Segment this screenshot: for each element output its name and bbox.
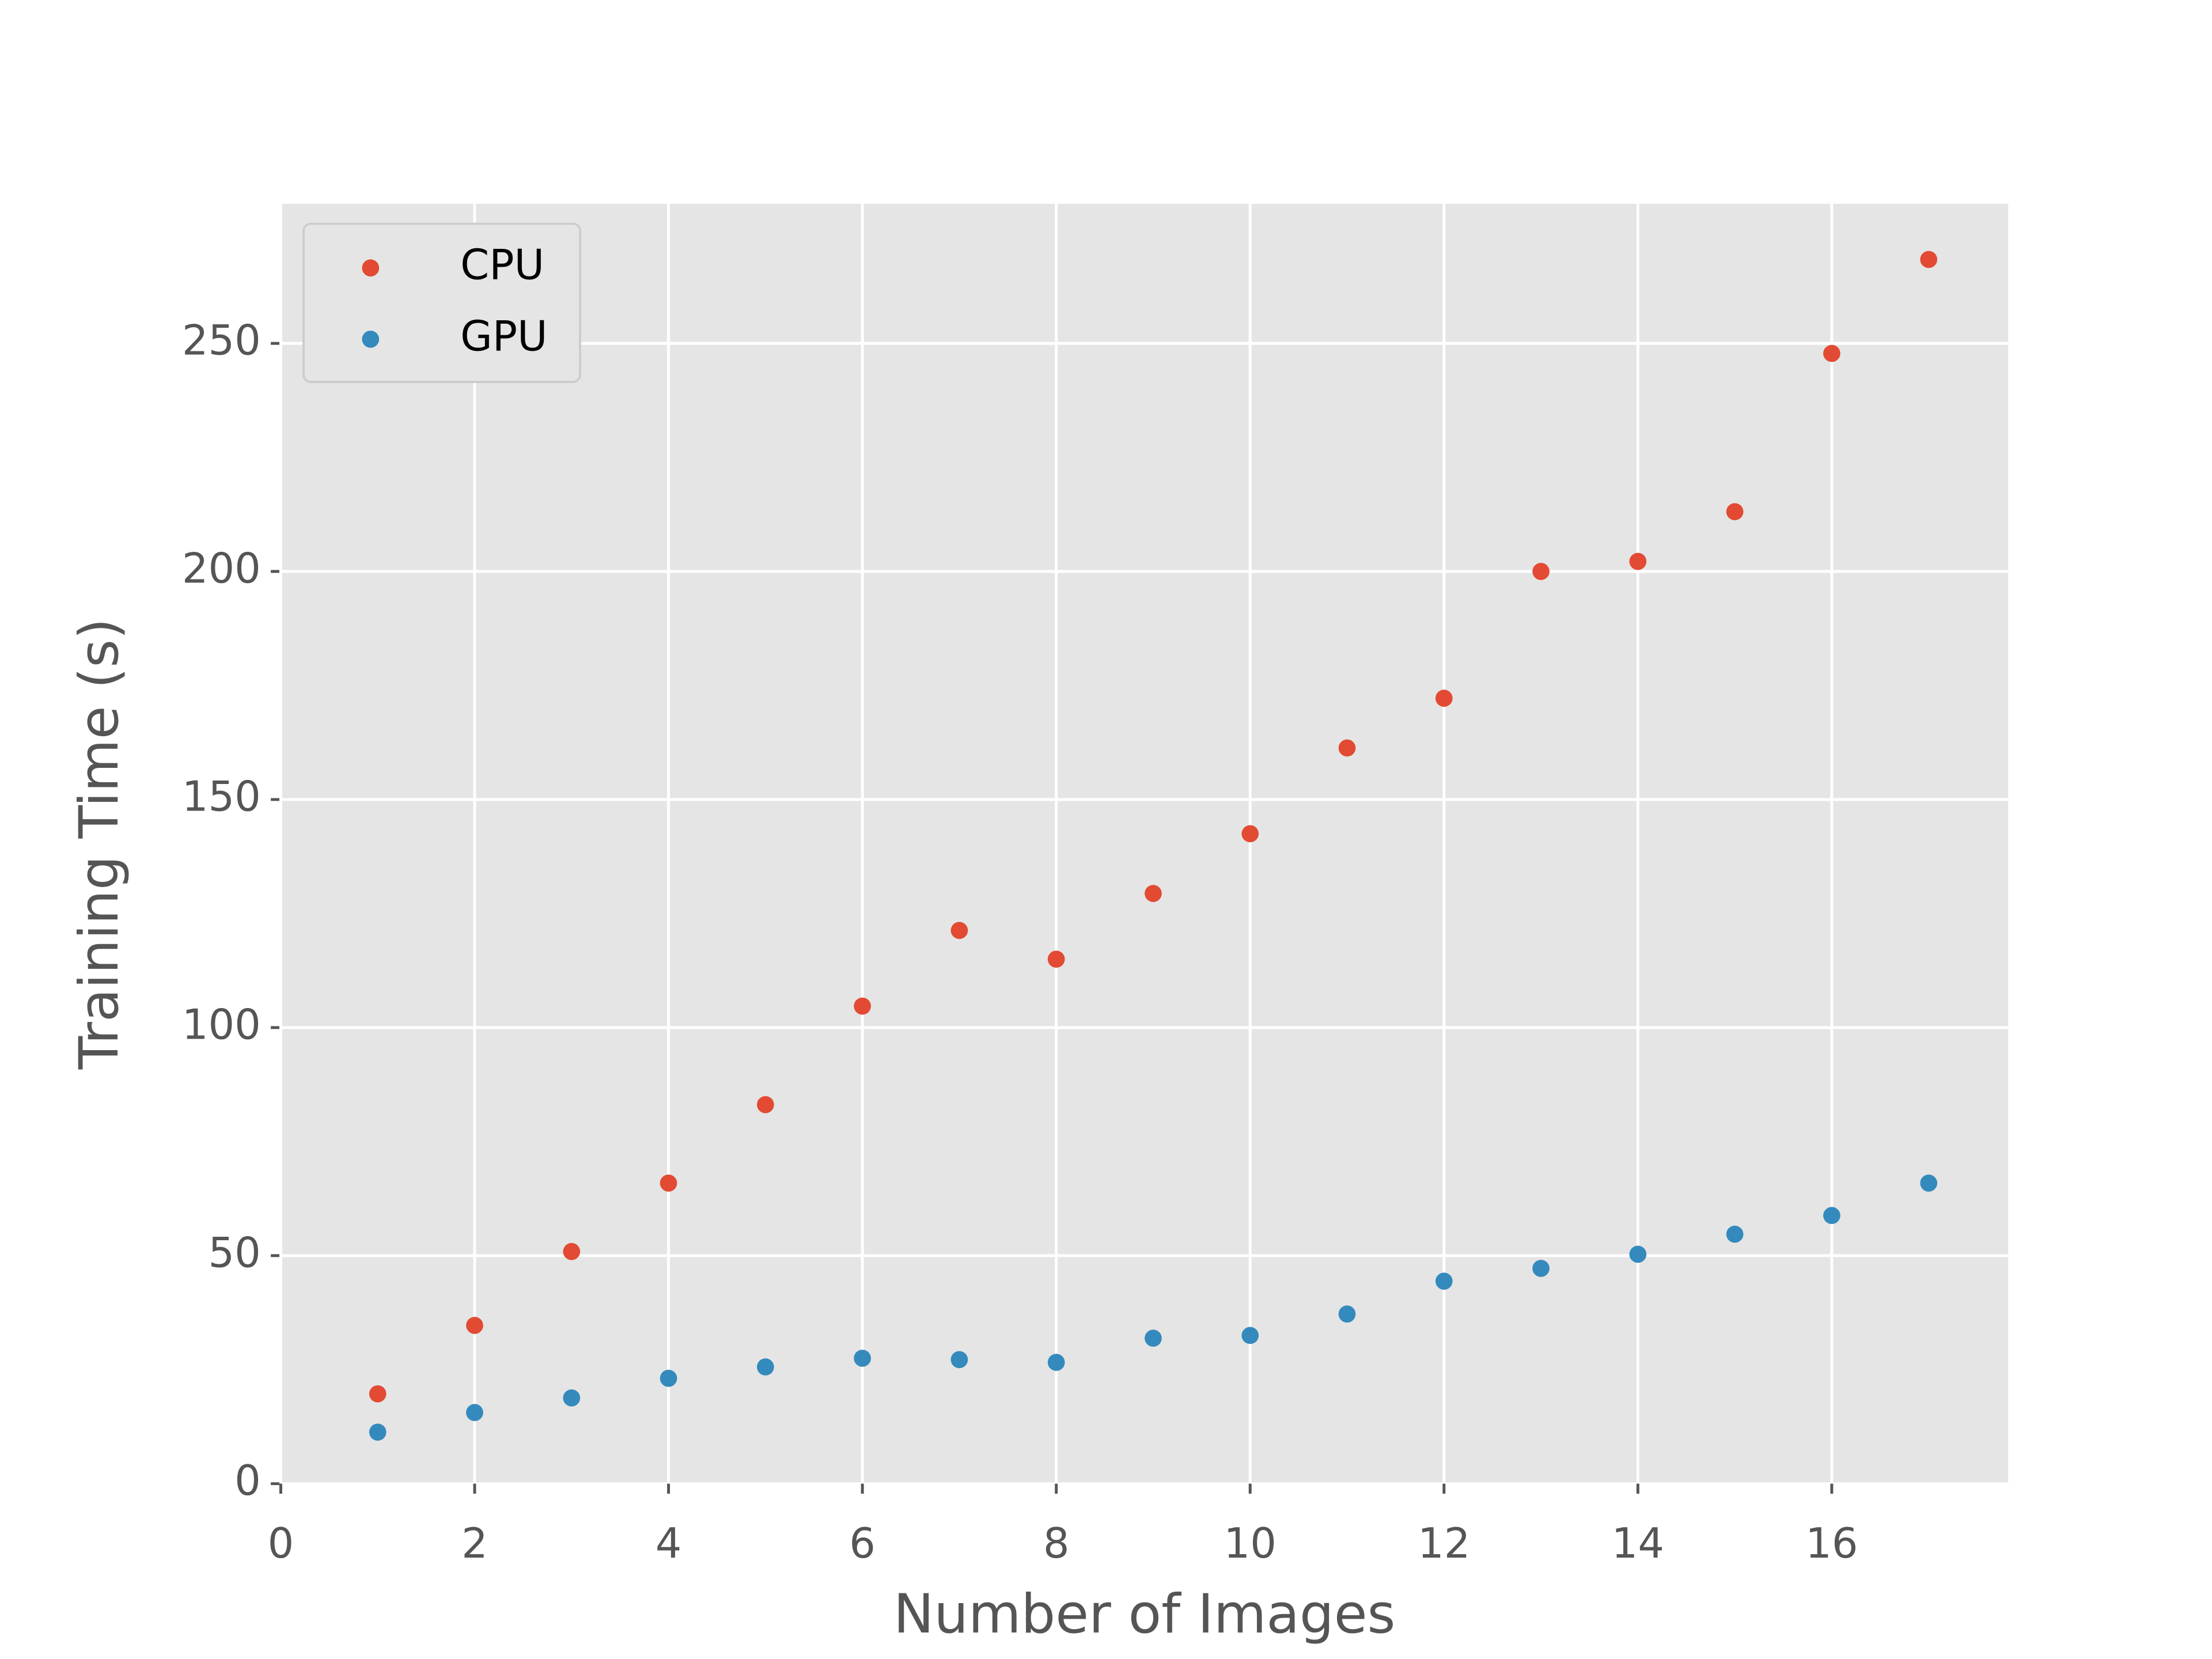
y-tick-label: 50: [208, 1228, 260, 1277]
point: [1338, 1305, 1356, 1323]
point: [1920, 1175, 1938, 1192]
point: [1145, 1330, 1162, 1347]
point: [660, 1175, 677, 1192]
point: [1435, 690, 1453, 707]
x-tick-label: 16: [1805, 1519, 1858, 1567]
point: [1047, 1354, 1065, 1371]
point: [1435, 1272, 1453, 1290]
x-tick-label: 8: [1043, 1519, 1070, 1567]
point: [950, 922, 968, 940]
point: [1823, 1207, 1840, 1224]
y-tick-label: 250: [182, 316, 261, 365]
y-tick-label: 150: [182, 772, 261, 820]
point: [1241, 1327, 1259, 1344]
point: [563, 1243, 581, 1260]
legend-label: GPU: [460, 312, 547, 360]
point: [1532, 563, 1550, 580]
legend-label: CPU: [460, 241, 544, 289]
x-tick-label: 2: [461, 1519, 488, 1567]
point: [660, 1369, 677, 1387]
y-tick-label: 100: [182, 1000, 261, 1048]
point: [1726, 503, 1744, 521]
point: [1629, 552, 1647, 570]
x-tick-label: 0: [268, 1519, 294, 1567]
point: [1726, 1225, 1744, 1243]
point: [1629, 1245, 1647, 1263]
point: [1532, 1260, 1550, 1277]
point: [854, 997, 871, 1015]
point: [563, 1389, 581, 1407]
y-axis-label: Training Time (s): [68, 618, 131, 1070]
point: [1047, 950, 1065, 968]
plot-area: [281, 203, 2009, 1484]
point: [466, 1404, 483, 1421]
point: [466, 1317, 483, 1334]
x-axis-label: Number of Images: [893, 1583, 1395, 1646]
point: [1241, 825, 1259, 843]
y-tick-label: 200: [182, 544, 261, 593]
legend-marker: [362, 331, 380, 348]
point: [1823, 344, 1840, 362]
point: [1338, 739, 1356, 757]
x-tick-label: 12: [1418, 1519, 1470, 1567]
point: [369, 1423, 387, 1441]
point: [854, 1350, 871, 1367]
x-tick-label: 14: [1612, 1519, 1664, 1567]
x-tick-label: 10: [1224, 1519, 1277, 1567]
point: [1920, 251, 1938, 268]
x-tick-label: 4: [656, 1519, 682, 1567]
x-tick-label: 6: [849, 1519, 876, 1567]
point: [756, 1096, 774, 1113]
y-tick-label: 0: [234, 1456, 261, 1505]
point: [369, 1385, 387, 1403]
point: [950, 1351, 968, 1369]
point: [1145, 885, 1162, 902]
legend-marker: [362, 259, 380, 276]
point: [756, 1358, 774, 1376]
